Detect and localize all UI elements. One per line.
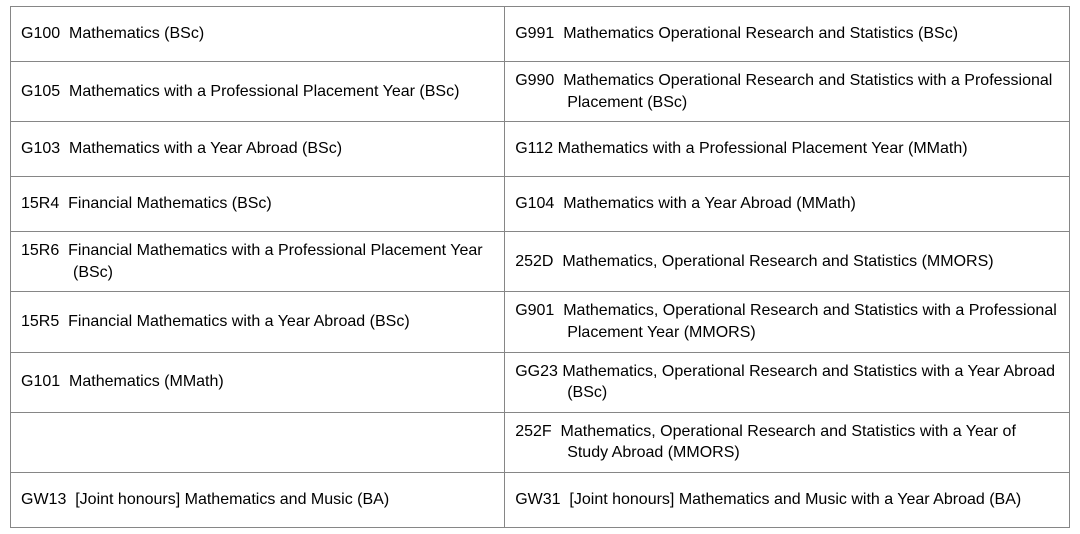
course-title: Mathematics Operational Research and Sta… [563, 25, 958, 42]
course-entry: GW31 [Joint honours] Mathematics and Mus… [515, 489, 1061, 511]
course-entry: 252D Mathematics, Operational Research a… [515, 251, 1061, 273]
course-entry: G103 Mathematics with a Year Abroad (BSc… [21, 138, 496, 160]
course-cell: G901 Mathematics, Operational Research a… [505, 292, 1070, 352]
course-title: Financial Mathematics with a Professiona… [68, 242, 482, 281]
course-code: GW31 [515, 491, 560, 508]
course-title: Financial Mathematics (BSc) [68, 195, 272, 212]
course-code: 252D [515, 253, 553, 270]
course-title: Mathematics with a Professional Placemen… [558, 140, 968, 157]
table-row: GW13 [Joint honours] Mathematics and Mus… [11, 472, 1070, 527]
course-cell: GW13 [Joint honours] Mathematics and Mus… [11, 472, 505, 527]
table-row: G100 Mathematics (BSc) G991 Mathematics O… [11, 7, 1070, 62]
table-row: 252F Mathematics, Operational Research a… [11, 412, 1070, 472]
course-code: GG23 [515, 363, 558, 380]
course-code: G991 [515, 25, 554, 42]
course-cell: G105 Mathematics with a Professional Pla… [11, 62, 505, 122]
course-cell: G112 Mathematics with a Professional Pla… [505, 122, 1070, 177]
course-cell: 15R6 Financial Mathematics with a Profes… [11, 232, 505, 292]
course-title: Financial Mathematics with a Year Abroad… [68, 313, 410, 330]
course-entry: G901 Mathematics, Operational Research a… [515, 300, 1061, 343]
course-entry: G104 Mathematics with a Year Abroad (MMa… [515, 193, 1061, 215]
course-title: Mathematics, Operational Research and St… [561, 423, 1016, 462]
course-title: Mathematics (BSc) [69, 25, 204, 42]
course-title: Mathematics, Operational Research and St… [563, 302, 1057, 341]
course-title: Mathematics, Operational Research and St… [562, 363, 1055, 402]
course-title: Mathematics with a Year Abroad (BSc) [69, 140, 342, 157]
course-code: G101 [21, 373, 60, 390]
course-code: G105 [21, 83, 60, 100]
course-entry: GG23 Mathematics, Operational Research a… [515, 361, 1061, 404]
course-table: G100 Mathematics (BSc) G991 Mathematics O… [10, 6, 1070, 528]
course-title: Mathematics with a Year Abroad (MMath) [563, 195, 856, 212]
course-title: Mathematics Operational Research and Sta… [563, 72, 1052, 111]
table-row: G103 Mathematics with a Year Abroad (BSc… [11, 122, 1070, 177]
course-cell: G103 Mathematics with a Year Abroad (BSc… [11, 122, 505, 177]
course-code: 15R4 [21, 195, 59, 212]
course-code: G100 [21, 25, 60, 42]
course-title: Mathematics with a Professional Placemen… [69, 83, 459, 100]
course-code: GW13 [21, 491, 66, 508]
course-cell: G101 Mathematics (MMath) [11, 352, 505, 412]
course-cell: G990 Mathematics Operational Research an… [505, 62, 1070, 122]
course-code: G990 [515, 72, 554, 89]
course-title: [Joint honours] Mathematics and Music (B… [75, 491, 389, 508]
course-cell: G100 Mathematics (BSc) [11, 7, 505, 62]
course-cell: 252D Mathematics, Operational Research a… [505, 232, 1070, 292]
empty-cell [11, 412, 505, 472]
course-cell: GG23 Mathematics, Operational Research a… [505, 352, 1070, 412]
course-cell: 15R4 Financial Mathematics (BSc) [11, 177, 505, 232]
course-code: 15R5 [21, 313, 59, 330]
course-entry: G105 Mathematics with a Professional Pla… [21, 81, 496, 103]
course-code: G104 [515, 195, 554, 212]
course-cell: 252F Mathematics, Operational Research a… [505, 412, 1070, 472]
course-code: G103 [21, 140, 60, 157]
course-code: 252F [515, 423, 551, 440]
table-row: 15R4 Financial Mathematics (BSc) G104 Mat… [11, 177, 1070, 232]
course-title: Mathematics (MMath) [69, 373, 224, 390]
course-cell: 15R5 Financial Mathematics with a Year A… [11, 292, 505, 352]
course-title: [Joint honours] Mathematics and Music wi… [569, 491, 1021, 508]
table-row: 15R6 Financial Mathematics with a Profes… [11, 232, 1070, 292]
course-entry: 15R5 Financial Mathematics with a Year A… [21, 311, 496, 333]
course-entry: 15R6 Financial Mathematics with a Profes… [21, 240, 496, 283]
table-row: G101 Mathematics (MMath) GG23 Mathematics… [11, 352, 1070, 412]
course-entry: G100 Mathematics (BSc) [21, 23, 496, 45]
course-entry: 15R4 Financial Mathematics (BSc) [21, 193, 496, 215]
table-row: G105 Mathematics with a Professional Pla… [11, 62, 1070, 122]
course-entry: G990 Mathematics Operational Research an… [515, 70, 1061, 113]
course-entry: 252F Mathematics, Operational Research a… [515, 421, 1061, 464]
course-entry: G112 Mathematics with a Professional Pla… [515, 138, 1061, 160]
course-code: G112 [515, 140, 553, 157]
course-entry: GW13 [Joint honours] Mathematics and Mus… [21, 489, 496, 511]
course-entry: G101 Mathematics (MMath) [21, 371, 496, 393]
course-code: 15R6 [21, 242, 59, 259]
course-cell: G104 Mathematics with a Year Abroad (MMa… [505, 177, 1070, 232]
table-row: 15R5 Financial Mathematics with a Year A… [11, 292, 1070, 352]
course-entry: G991 Mathematics Operational Research an… [515, 23, 1061, 45]
course-code: G901 [515, 302, 554, 319]
course-cell: G991 Mathematics Operational Research an… [505, 7, 1070, 62]
course-cell: GW31 [Joint honours] Mathematics and Mus… [505, 472, 1070, 527]
course-title: Mathematics, Operational Research and St… [562, 253, 993, 270]
